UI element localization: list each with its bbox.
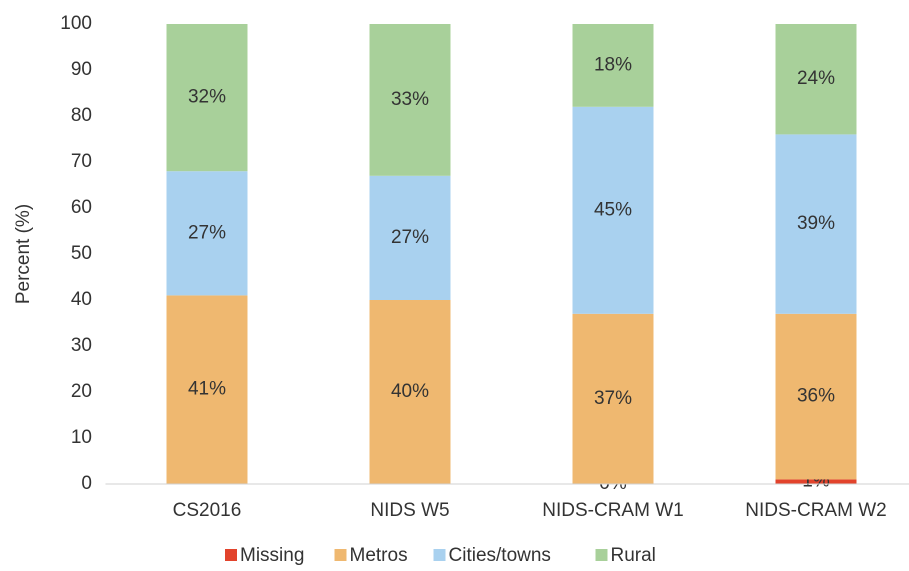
legend-swatch (433, 549, 446, 561)
data-label: 24% (797, 68, 835, 89)
legend-label: Rural (611, 545, 656, 566)
data-label: 18% (594, 54, 632, 75)
bar-segment (369, 300, 451, 484)
y-tick-label: 0 (81, 473, 92, 494)
bar-segment (775, 479, 857, 484)
x-tick-label: NIDS-CRAM W1 (542, 500, 683, 521)
bar-segment (572, 24, 654, 107)
data-label: 45% (594, 199, 632, 220)
x-tick-label: NIDS W5 (370, 500, 449, 521)
bar-segment (775, 313, 857, 480)
bar-segment (572, 313, 654, 484)
data-label: 32% (188, 87, 226, 108)
data-label: 39% (797, 213, 835, 234)
bar-segment (775, 24, 857, 135)
bar-segment (166, 171, 248, 296)
data-label: 37% (594, 388, 632, 409)
bar-segment (369, 24, 451, 176)
data-label: 40% (391, 381, 429, 402)
y-tick-label: 10 (71, 427, 92, 448)
bar-segment (166, 295, 248, 484)
y-tick-label: 30 (71, 335, 92, 356)
bar-segment (166, 24, 248, 172)
y-tick-label: 90 (71, 59, 92, 80)
legend-swatch (225, 549, 237, 561)
data-label: 33% (391, 89, 429, 110)
legend-label: Cities/towns (449, 545, 551, 566)
legend-label: Missing (240, 545, 304, 566)
y-tick-label: 100 (60, 13, 92, 34)
bar-segment (572, 106, 654, 314)
bar-segment (775, 134, 857, 314)
y-tick-label: 70 (71, 151, 92, 172)
y-tick-label: 80 (71, 105, 92, 126)
legend-swatch (595, 549, 608, 561)
x-tick-label: NIDS-CRAM W2 (745, 500, 886, 521)
data-label: 41% (188, 379, 226, 400)
legend-swatch (334, 549, 347, 561)
data-label: 36% (797, 386, 835, 407)
y-tick-label: 20 (71, 381, 92, 402)
x-tick-label: CS2016 (173, 500, 242, 521)
y-tick-label: 50 (71, 243, 92, 264)
data-label: 27% (188, 222, 226, 243)
bar-segment (369, 175, 451, 300)
data-label: 27% (391, 227, 429, 248)
legend-label: Metros (350, 545, 408, 566)
y-tick-label: 60 (71, 197, 92, 218)
y-axis-title: Percent (%) (13, 204, 34, 304)
y-tick-label: 40 (71, 289, 92, 310)
